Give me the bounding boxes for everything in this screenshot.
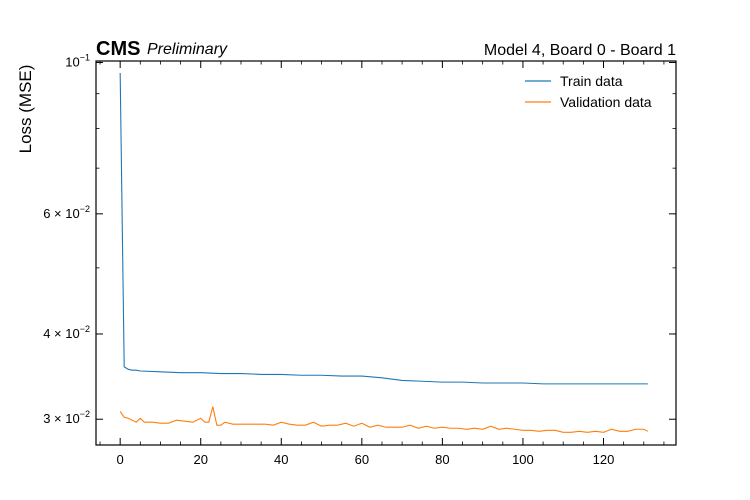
x-tick-label: 60 xyxy=(355,452,369,467)
status-label: Preliminary xyxy=(147,41,228,58)
experiment-label: CMS xyxy=(96,38,140,60)
legend-label-train: Train data xyxy=(560,73,623,89)
y-tick-label: 3 × 10−2 xyxy=(43,409,90,426)
y-axis-label: Loss (MSE) xyxy=(16,65,35,154)
ticks-layer: 0 20 40 60 80 100 120 10−1 6 × 10−2 4 × 10−2 3 × 1… xyxy=(43,52,676,467)
series-line-train xyxy=(119,73,648,385)
x-tick-label: 20 xyxy=(193,452,207,467)
legend: Train data Validation data xyxy=(525,73,652,110)
legend-label-validation: Validation data xyxy=(560,94,652,110)
x-tick-label: 0 xyxy=(117,452,124,467)
series-line-validation xyxy=(119,406,649,433)
x-tick-label: 100 xyxy=(512,452,534,467)
chart-title: Model 4, Board 0 - Board 1 xyxy=(484,42,676,59)
y-tick-label: 6 × 10−2 xyxy=(43,204,90,221)
x-tick-label: 80 xyxy=(435,452,449,467)
y-tick-label: 10−1 xyxy=(65,52,90,69)
x-tick-label: 120 xyxy=(593,452,615,467)
x-tick-label: 40 xyxy=(274,452,288,467)
series-layer xyxy=(119,73,649,433)
axes-frame xyxy=(95,60,677,446)
y-tick-label: 4 × 10−2 xyxy=(43,324,90,341)
